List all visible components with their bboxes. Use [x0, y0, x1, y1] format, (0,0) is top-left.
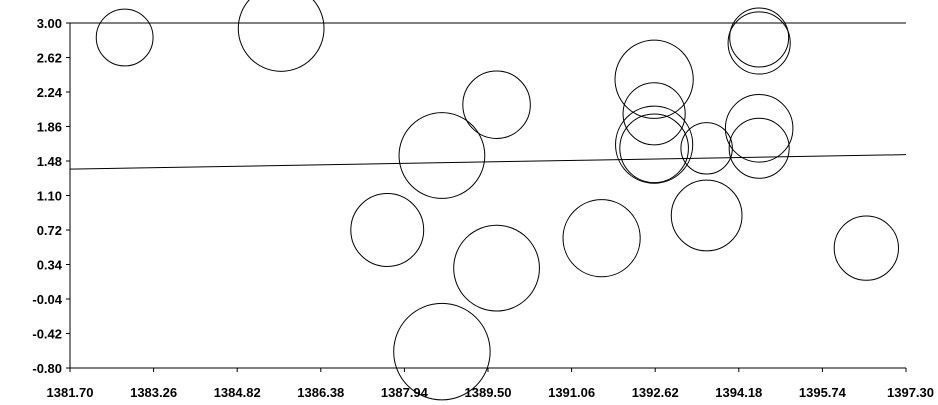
bubble-point	[393, 302, 491, 401]
y-tick-label: -0.42	[32, 327, 62, 342]
x-tick-label: 1392.62	[632, 385, 679, 400]
x-tick-label: 1386.38	[297, 385, 344, 400]
y-axis-ticks: 3.00 2.62 2.24 1.86 1.48 1.10 0.72 0.34 -0.04 -0.…	[32, 16, 70, 376]
bubble-point	[729, 7, 790, 68]
y-tick-label: 1.10	[37, 189, 62, 204]
bubble-point	[398, 112, 486, 199]
x-tick-label: 1389.50	[465, 385, 512, 400]
bubble-point	[728, 117, 790, 179]
y-tick-label: 0.34	[37, 258, 63, 273]
bubble-point	[619, 113, 689, 184]
x-tick-label: 1391.06	[548, 385, 595, 400]
bubble-point	[727, 11, 791, 75]
bubble-point	[562, 199, 641, 278]
bubble-point	[462, 70, 531, 139]
bubble-point	[622, 82, 686, 146]
y-tick-label: 1.48	[37, 154, 62, 169]
bubble-series	[95, 0, 899, 401]
x-tick-label: 1381.70	[47, 385, 94, 400]
y-tick-label: 2.24	[37, 85, 63, 100]
x-tick-label: 1383.26	[130, 385, 177, 400]
bubble-point	[833, 215, 899, 281]
bubble-point	[670, 179, 743, 252]
y-tick-label: 3.00	[37, 16, 62, 31]
y-tick-label: 2.62	[37, 51, 62, 66]
bubble-point	[95, 8, 154, 67]
bubble-point	[350, 193, 425, 267]
bubble-point	[615, 105, 694, 184]
bubble-point	[614, 39, 694, 119]
y-tick-label: 1.86	[37, 120, 62, 135]
y-tick-label: -0.80	[32, 361, 62, 376]
bubble-point	[724, 94, 794, 163]
x-tick-label: 1394.18	[715, 385, 762, 400]
y-tick-label: 0.72	[37, 223, 62, 238]
trend-line	[69, 154, 907, 170]
x-tick-label: 1387.94	[381, 385, 429, 400]
x-tick-label: 1397.30	[887, 385, 934, 400]
x-axis-ticks: 1381.70 1383.26 1384.82 1386.38 1387.94 1389.…	[47, 368, 934, 400]
y-tick-label: -0.04	[32, 292, 62, 307]
x-tick-label: 1384.82	[214, 385, 261, 400]
bubble-point	[237, 0, 325, 72]
bubble-point	[453, 224, 540, 312]
x-tick-label: 1395.74	[799, 385, 847, 400]
